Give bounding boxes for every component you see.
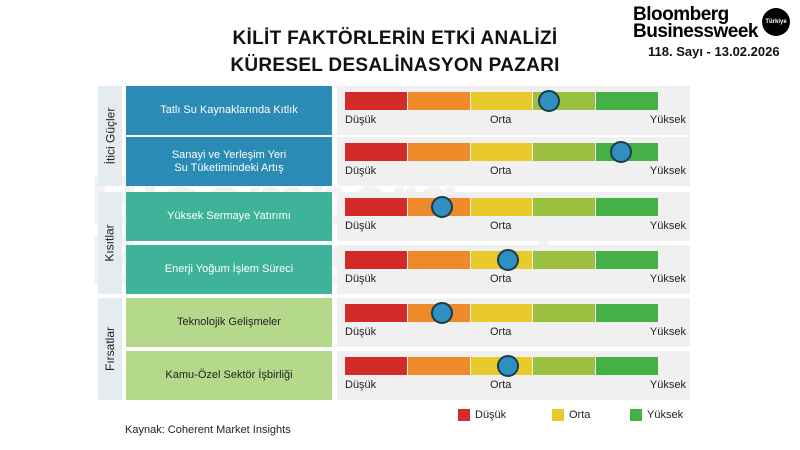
gauge-marker xyxy=(431,302,454,324)
scale-label-low: Düşük xyxy=(345,273,377,285)
factor-label: Kamu-Özel Sektör İşbirliği xyxy=(126,351,332,400)
gauge-segment xyxy=(596,304,658,322)
scale-label-low: Düşük xyxy=(345,326,377,338)
legend-label: Yüksek xyxy=(647,409,684,421)
gauge-row: Düşük Orta Yüksek xyxy=(337,298,690,347)
legend-item: Orta xyxy=(552,409,590,421)
scale-label-mid: Orta xyxy=(490,326,512,338)
gauge-row: Düşük Orta Yüksek xyxy=(337,86,690,135)
gauge-marker xyxy=(538,90,561,112)
gauge-segment xyxy=(596,92,658,110)
gauge-segment xyxy=(345,357,407,375)
scale-label-low: Düşük xyxy=(345,114,377,126)
gauge-segment xyxy=(533,304,596,322)
gauge-marker xyxy=(610,141,633,163)
gauge-segment xyxy=(407,143,470,161)
gauge-row: Düşük Orta Yüksek xyxy=(337,245,690,294)
scale-label-mid: Orta xyxy=(490,379,512,391)
scale-label-high: Yüksek xyxy=(649,379,686,391)
factor-label: Teknolojik Gelişmeler xyxy=(126,298,332,347)
scale-label-mid: Orta xyxy=(490,165,512,177)
gauge-segment xyxy=(345,251,407,269)
scale-label-high: Yüksek xyxy=(649,114,686,126)
group-label: Kısıtlar xyxy=(98,192,122,294)
gauge-segment xyxy=(345,143,407,161)
gauge-segment xyxy=(533,357,596,375)
scale-label-high: Yüksek xyxy=(649,165,686,177)
legend-label: Orta xyxy=(569,409,591,421)
gauge-segment xyxy=(407,92,470,110)
gauge-row: Düşük Orta Yüksek xyxy=(337,351,690,400)
gauge-segment xyxy=(470,304,533,322)
scale-label-high: Yüksek xyxy=(649,326,686,338)
legend-swatch xyxy=(552,409,564,421)
gauge-marker xyxy=(431,196,454,218)
gauge-marker xyxy=(497,355,520,377)
group-label: Fırsatlar xyxy=(98,298,122,400)
gauge-segment xyxy=(533,251,596,269)
gauge-segment xyxy=(596,198,658,216)
factor-label: Sanayi ve Yerleşim Yeri Su Tüketimindeki… xyxy=(126,137,332,186)
gauge-segment xyxy=(470,92,533,110)
gauge-segment xyxy=(470,198,533,216)
legend-swatch xyxy=(630,409,642,421)
factor-label: Enerji Yoğum İşlem Süreci xyxy=(126,245,332,294)
brand-badge: Türkiye xyxy=(762,8,790,36)
gauge-segment xyxy=(345,304,407,322)
title-line-1: KİLİT FAKTÖRLERİN ETKİ ANALİZİ xyxy=(232,28,558,49)
gauge-row: Düşük Orta Yüksek xyxy=(337,137,690,186)
gauge-segment xyxy=(345,198,407,216)
scale-label-mid: Orta xyxy=(490,114,512,126)
gauge-segment xyxy=(407,251,470,269)
issue-info: 118. Sayı - 13.02.2026 xyxy=(648,44,780,59)
scale-label-low: Düşük xyxy=(345,220,377,232)
factor-label: Yüksek Sermaye Yatırımı xyxy=(126,192,332,241)
legend-item: Düşük xyxy=(458,409,506,421)
gauge-segment xyxy=(470,143,533,161)
gauge-row: Düşük Orta Yüksek xyxy=(337,192,690,241)
gauge-segment xyxy=(596,357,658,375)
gauge-segment xyxy=(345,92,407,110)
gauge-segment xyxy=(533,143,596,161)
legend-swatch xyxy=(458,409,470,421)
gauge-segment xyxy=(407,357,470,375)
brand-logo: Bloomberg Businessweek xyxy=(633,4,758,42)
factor-label: Tatlı Su Kaynaklarında Kıtlık xyxy=(126,86,332,135)
scale-label-high: Yüksek xyxy=(649,273,686,285)
scale-label-low: Düşük xyxy=(345,165,377,177)
gauge-segment xyxy=(596,251,658,269)
scale-label-mid: Orta xyxy=(490,273,512,285)
legend-item: Yüksek xyxy=(630,409,683,421)
scale-label-low: Düşük xyxy=(345,379,377,391)
gauge-marker xyxy=(497,249,520,271)
scale-label-high: Yüksek xyxy=(649,220,686,232)
group-label: İtici Güçler xyxy=(98,86,122,186)
legend-label: Düşük xyxy=(475,409,507,421)
gauge-segment xyxy=(533,198,596,216)
scale-label-mid: Orta xyxy=(490,220,512,232)
title-line-2: KÜRESEL DESALİNASYON PAZARI xyxy=(230,55,560,76)
source-note: Kaynak: Coherent Market Insights xyxy=(125,424,291,436)
